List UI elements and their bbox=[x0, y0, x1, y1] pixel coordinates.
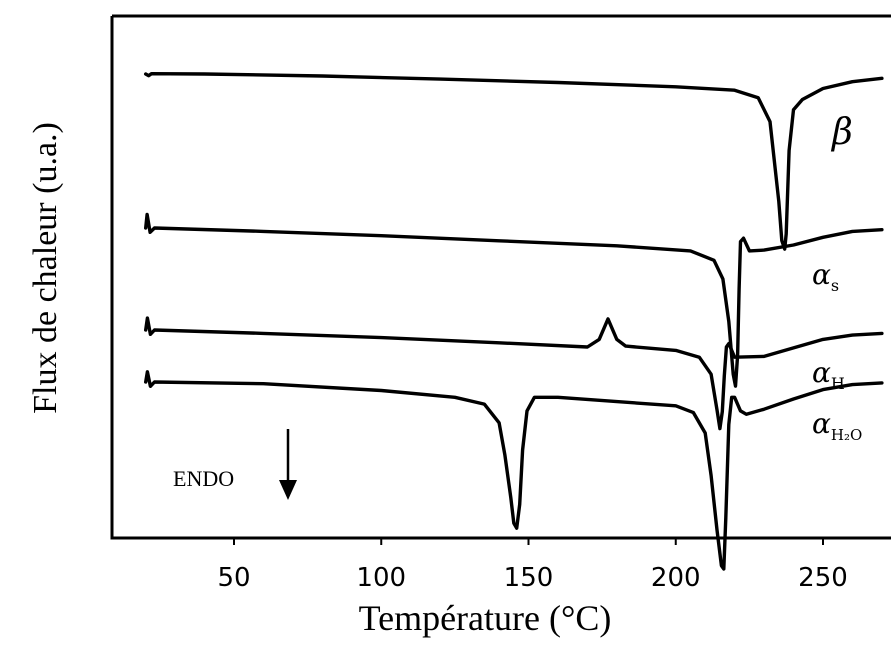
series-line-1 bbox=[144, 72, 884, 251]
series-line-4 bbox=[144, 370, 884, 571]
plot-frame bbox=[110, 14, 891, 540]
plot-border bbox=[110, 14, 891, 540]
series-label-1: β bbox=[830, 112, 853, 153]
endo-annotation: ENDO bbox=[173, 429, 297, 500]
x-tick-label: 250 bbox=[798, 563, 848, 593]
x-axis-ticks: 50 100 150 200 250 bbox=[217, 538, 848, 593]
x-axis-label: Température (°C) bbox=[359, 598, 612, 638]
y-axis-label: Flux de chaleur (u.a.) bbox=[27, 122, 64, 414]
x-tick-label: 50 bbox=[217, 563, 250, 593]
x-tick-label: 150 bbox=[504, 563, 554, 593]
curves bbox=[144, 72, 884, 571]
endo-arrow-head bbox=[279, 480, 297, 500]
series-labels: β αs αH αH₂O bbox=[812, 112, 862, 444]
x-tick-label: 100 bbox=[356, 563, 406, 593]
endo-label: ENDO bbox=[173, 466, 234, 491]
series-label-3: αH bbox=[812, 356, 845, 393]
series-label-2: αs bbox=[812, 258, 839, 295]
series-line-3 bbox=[144, 316, 884, 431]
x-tick-label: 200 bbox=[651, 563, 701, 593]
series-label-4: αH₂O bbox=[812, 407, 862, 444]
series-line-2 bbox=[144, 212, 884, 388]
